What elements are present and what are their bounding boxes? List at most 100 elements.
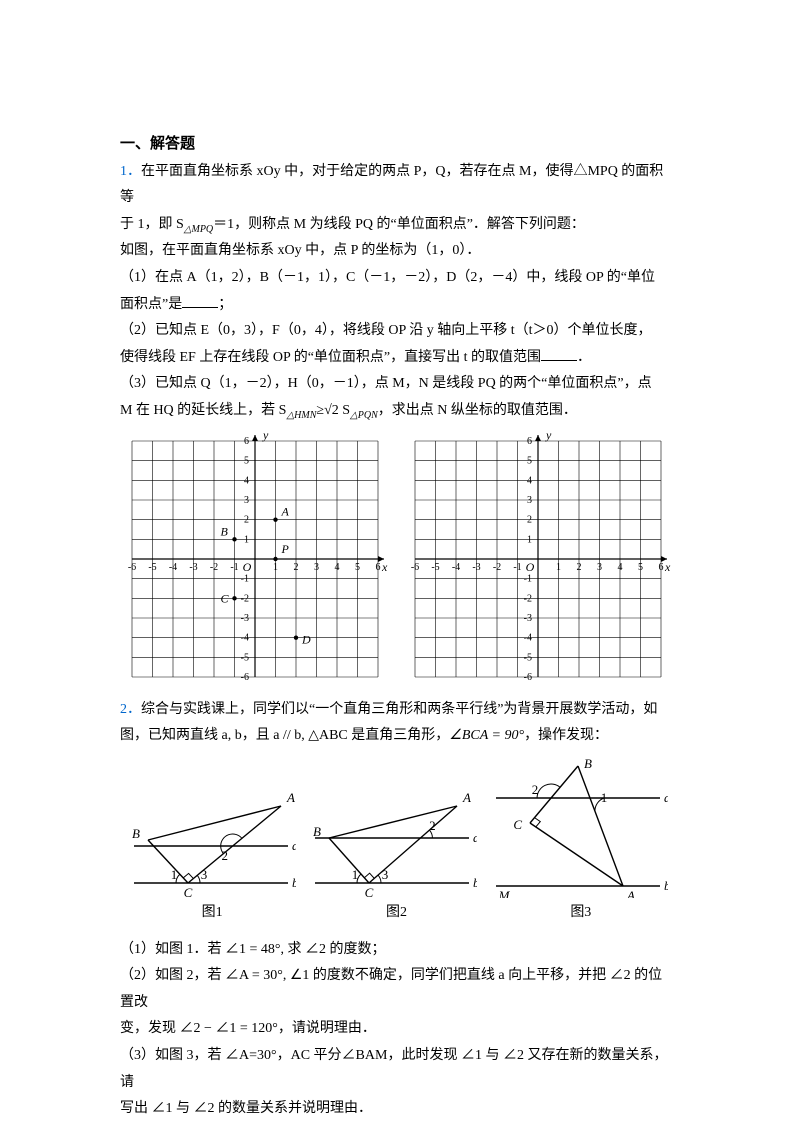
caption-fig2: 图2 (386, 900, 407, 927)
p1-intro2-tail: ＝1，则称点 M 为线段 PQ 的“单位面积点”．解答下列问题： (213, 217, 585, 232)
svg-text:2: 2 (244, 515, 249, 526)
svg-text:-2: -2 (493, 562, 501, 573)
svg-text:3: 3 (244, 495, 249, 506)
p1-q2b-tail: ． (577, 350, 591, 365)
p1-intro2: 于 1，即 S (120, 217, 184, 232)
svg-text:x: x (381, 560, 388, 574)
svg-text:2: 2 (429, 818, 436, 833)
svg-text:-2: -2 (524, 593, 532, 604)
svg-text:1: 1 (351, 867, 358, 882)
svg-text:2: 2 (221, 848, 228, 863)
svg-text:A: A (626, 888, 635, 898)
svg-text:1: 1 (273, 562, 278, 573)
svg-text:O: O (526, 560, 535, 574)
svg-text:-6: -6 (411, 562, 419, 573)
p1-q2a: （2）已知点 E（0，3），F（0，4），将线段 OP 沿 y 轴向上平移 t（… (120, 318, 673, 345)
svg-text:-1: -1 (524, 574, 532, 585)
svg-text:A: A (462, 790, 471, 805)
p1-q3b: M 在 HQ 的延长线上，若 S (120, 403, 286, 418)
svg-text:P: P (281, 542, 290, 556)
svg-text:-2: -2 (210, 562, 218, 573)
svg-text:2: 2 (294, 562, 299, 573)
caption-fig3: 图3 (570, 900, 591, 927)
svg-text:4: 4 (335, 562, 340, 573)
coordinate-grid-right: -6-5-4-3-2-1123456-6-5-4-3-2-1123456xyO (403, 429, 673, 689)
svg-text:b: b (473, 875, 477, 890)
svg-text:2: 2 (531, 782, 538, 797)
svg-text:2: 2 (527, 515, 532, 526)
p1-line2: 于 1，即 S△MPQ＝1，则称点 M 为线段 PQ 的“单位面积点”．解答下列… (120, 212, 673, 239)
svg-text:3: 3 (314, 562, 319, 573)
svg-text:-1: -1 (513, 562, 521, 573)
p2-q3b: 写出 ∠1 与 ∠2 的数量关系并说明理由． (120, 1096, 673, 1123)
svg-text:-6: -6 (128, 562, 136, 573)
svg-text:5: 5 (527, 456, 532, 467)
p2-q2a: （2）如图 2，若 ∠A = 30°, ∠1 的度数不确定，同学们把直线 a 向… (120, 963, 673, 1016)
p2-angle-bca: ∠BCA = 90° (449, 728, 524, 743)
p2-intro2a: 图，已知两直线 a, b，且 a // b, △ABC 是直角三角形， (120, 728, 449, 743)
coordinate-grid-left: -6-5-4-3-2-1123456-6-5-4-3-2-1123456xyOA… (120, 429, 390, 689)
p1-line3: 如图，在平面直角坐标系 xOy 中，点 P 的坐标为（1，0）． (120, 238, 673, 265)
figures-row: abABC132 abABC132 abABCM12 (120, 758, 673, 898)
svg-text:-5: -5 (148, 562, 156, 573)
p1-q1b: 面积点”是 (120, 297, 182, 312)
svg-text:-6: -6 (524, 672, 532, 683)
p2-q3a: （3）如图 3，若 ∠A=30°，AC 平分∠BAM，此时发现 ∠1 与 ∠2 … (120, 1043, 673, 1096)
svg-text:4: 4 (618, 562, 623, 573)
p1-line1: 1．在平面直角坐标系 xOy 中，对于给定的两点 P，Q，若存在点 M，使得△M… (120, 159, 673, 212)
svg-text:M: M (497, 888, 510, 898)
svg-text:6: 6 (376, 562, 381, 573)
svg-text:A: A (286, 790, 295, 805)
svg-text:5: 5 (355, 562, 360, 573)
svg-text:x: x (664, 560, 671, 574)
figure-1: abABC132 (126, 788, 296, 898)
p2-intro1: 综合与实践课上，同学们以“一个直角三角形和两条平行线”为背景开展数学活动，如 (141, 702, 657, 717)
section-heading: 一、解答题 (120, 130, 673, 159)
svg-text:B: B (313, 824, 321, 839)
p2-line1: 2．综合与实践课上，同学们以“一个直角三角形和两条平行线”为背景开展数学活动，如 (120, 697, 673, 724)
svg-text:-5: -5 (241, 652, 249, 663)
p1-q3b-tail: ，求出点 N 纵坐标的取值范围． (378, 403, 577, 418)
p1-number: 1． (120, 164, 141, 179)
svg-text:C: C (513, 817, 522, 832)
p1-q1b-tail: ； (218, 297, 232, 312)
svg-text:a: a (473, 830, 477, 845)
p1-q1-blank[interactable] (182, 293, 218, 308)
p1-q3a: （3）已知点 Q（1，－2），H（0，－1），点 M，N 是线段 PQ 的两个“… (120, 371, 673, 398)
svg-text:5: 5 (244, 456, 249, 467)
svg-text:6: 6 (527, 436, 532, 447)
svg-text:C: C (364, 885, 373, 898)
svg-text:-4: -4 (241, 633, 249, 644)
svg-text:1: 1 (600, 790, 607, 805)
p2-q1: （1）如图 1．若 ∠1 = 48°, 求 ∠2 的度数； (120, 937, 673, 964)
p2-q2b: 变，发现 ∠2 − ∠1 = 120°，请说明理由． (120, 1016, 673, 1043)
svg-text:3: 3 (381, 867, 388, 882)
svg-text:3: 3 (200, 867, 207, 882)
p1-q2-blank[interactable] (541, 346, 577, 361)
svg-text:D: D (301, 633, 311, 647)
svg-text:1: 1 (556, 562, 561, 573)
p1-q2b-line: 使得线段 EF 上存在线段 OP 的“单位面积点”，直接写出 t 的取值范围． (120, 345, 673, 372)
svg-text:-5: -5 (431, 562, 439, 573)
svg-text:a: a (664, 790, 668, 805)
svg-text:1: 1 (527, 534, 532, 545)
svg-text:B: B (584, 758, 592, 771)
svg-text:-2: -2 (241, 593, 249, 604)
svg-text:B: B (221, 524, 229, 538)
p2-line2: 图，已知两直线 a, b，且 a // b, △ABC 是直角三角形，∠BCA … (120, 723, 673, 750)
svg-text:b: b (292, 875, 296, 890)
p1-sub-hmn: △HMN (286, 410, 316, 421)
svg-text:5: 5 (638, 562, 643, 573)
svg-text:y: y (545, 429, 552, 442)
p1-sub-pqn: △PQN (350, 410, 378, 421)
p1-q1a: （1）在点 A（1，2），B（－1，1），C（－1，－2），D（2，－4）中，线… (120, 265, 673, 292)
svg-text:6: 6 (244, 436, 249, 447)
p1-q3b-line: M 在 HQ 的延长线上，若 S△HMN≥√2 S△PQN，求出点 N 纵坐标的… (120, 398, 673, 425)
svg-text:-1: -1 (230, 562, 238, 573)
p1-intro1: 在平面直角坐标系 xOy 中，对于给定的两点 P，Q，若存在点 M，使得△MPQ… (120, 164, 663, 206)
figure-captions-row: 图1 图2 图3 (120, 900, 673, 927)
svg-text:-5: -5 (524, 652, 532, 663)
svg-text:-4: -4 (169, 562, 177, 573)
coordinate-grids-row: -6-5-4-3-2-1123456-6-5-4-3-2-1123456xyOA… (120, 429, 673, 689)
p1-q3b-mid: ≥√2 S (316, 403, 350, 418)
